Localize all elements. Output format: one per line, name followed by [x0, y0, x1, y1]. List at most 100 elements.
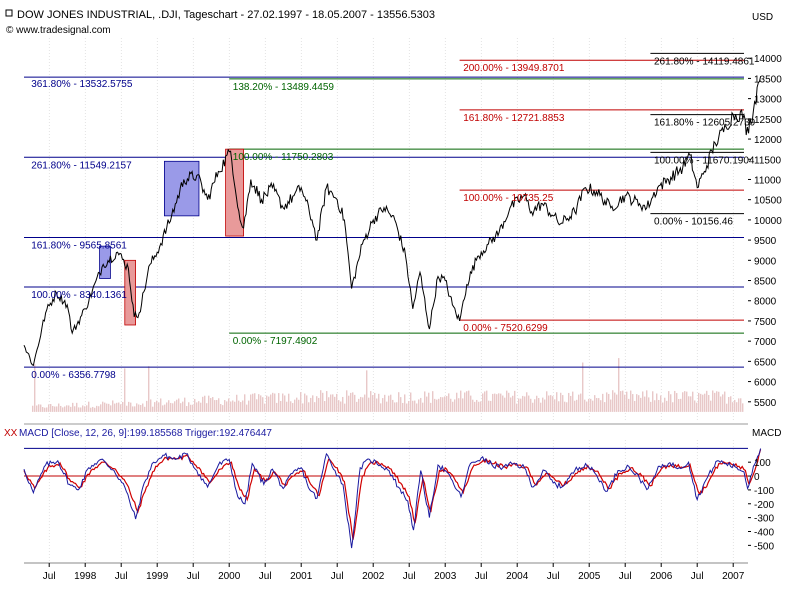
volume-bar: [402, 402, 404, 412]
volume-bar: [354, 394, 356, 412]
volume-bar: [462, 398, 464, 412]
volume-bar: [208, 395, 210, 412]
fib-label: 100.00% - 10735.25: [463, 193, 554, 204]
volume-bar: [380, 403, 382, 412]
volume-bar: [170, 402, 172, 412]
price-plot-area: [24, 38, 748, 422]
volume-bar: [254, 393, 256, 412]
volume-bar: [566, 402, 568, 412]
volume-bar: [394, 402, 396, 412]
x-tick-label: 1999: [146, 571, 169, 582]
volume-bar: [94, 407, 96, 412]
volume-bar: [444, 396, 446, 412]
volume-bar: [668, 391, 670, 412]
volume-bar: [530, 398, 532, 412]
volume-bar: [726, 403, 728, 412]
volume-bar: [408, 400, 410, 412]
volume-bar: [84, 406, 86, 412]
volume-bar: [546, 391, 548, 412]
volume-bar: [250, 394, 252, 412]
volume-bar: [642, 391, 644, 412]
volume-bar: [282, 393, 284, 412]
volume-bar: [290, 401, 292, 412]
macd-y-tick-label: 0: [754, 472, 760, 483]
macd-y-tick-label: -200: [754, 500, 774, 511]
volume-bar: [74, 406, 76, 412]
volume-bar: [224, 400, 226, 412]
volume-bar: [710, 400, 712, 412]
volume-bar: [348, 395, 350, 412]
volume-bar: [676, 393, 678, 412]
volume-bar: [682, 392, 684, 412]
macd-title: MACD [Close, 12, 26, 9]:199.185568 Trigg…: [19, 428, 272, 439]
y-tick-label: 9000: [754, 256, 777, 267]
volume-bar: [576, 399, 578, 412]
volume-bar: [36, 405, 38, 412]
volume-bar: [174, 401, 176, 412]
x-tick-label: Jul: [691, 571, 704, 582]
macd-line: [23, 448, 762, 549]
volume-bar: [368, 397, 370, 412]
volume-bar: [358, 398, 360, 412]
volume-bar: [534, 399, 536, 412]
volume-bar: [110, 405, 112, 412]
volume-bar: [430, 402, 432, 412]
volume-bar: [420, 397, 422, 412]
volume-bar: [204, 395, 206, 412]
volume-bar: [266, 395, 268, 412]
volume-bar: [734, 399, 736, 412]
volume-bar: [48, 404, 50, 412]
macd-y-tick-label: -500: [754, 541, 774, 552]
volume-bar: [722, 394, 724, 412]
volume-bar: [660, 395, 662, 412]
pattern-box: [124, 259, 137, 326]
volume-bar: [134, 406, 136, 412]
volume-bar: [582, 362, 584, 412]
volume-bar: [316, 396, 318, 412]
volume-bar: [336, 393, 338, 412]
volume-bar: [720, 396, 722, 412]
volume-bar: [422, 402, 424, 412]
volume-bar: [536, 395, 538, 412]
volume-bar: [232, 400, 234, 412]
volume-bar: [62, 407, 64, 412]
volume-bar: [452, 401, 454, 412]
volume-bar: [102, 401, 104, 412]
volume-bar: [214, 400, 216, 412]
volume-bar: [694, 400, 696, 412]
volume-bar: [696, 402, 698, 412]
macd-levels: [24, 447, 748, 477]
pattern-boxes: [99, 148, 245, 326]
volume-bar: [352, 392, 354, 412]
volume-bar: [418, 399, 420, 412]
volume-bar: [52, 405, 54, 412]
volume-bar: [434, 398, 436, 412]
volume-bar: [38, 404, 40, 412]
y-tick-label: 11500: [754, 155, 782, 166]
y-tick-label: 8500: [754, 277, 777, 288]
fib-label: 100.00% - 8340.1361: [31, 290, 127, 301]
volume-bar: [302, 403, 304, 412]
volume-bar: [114, 403, 116, 412]
x-tick-label: 2001: [290, 571, 313, 582]
volume-bar: [664, 397, 666, 412]
volume-bar: [596, 398, 598, 412]
volume-bar: [494, 393, 496, 412]
volume-bar: [268, 396, 270, 412]
volume-bar: [248, 400, 250, 412]
volume-bar: [108, 403, 110, 412]
fib-label: 161.80% - 12605.2739: [654, 118, 756, 129]
volume-bar: [478, 401, 480, 412]
volume-bar: [120, 404, 122, 412]
volume-bar: [604, 402, 606, 412]
volume-bar: [480, 401, 482, 412]
volume-bar: [202, 396, 204, 412]
x-tick-label: Jul: [259, 571, 272, 582]
volume-bar: [708, 395, 710, 412]
volume-bar: [718, 391, 720, 412]
y-tick-label: 13500: [754, 74, 782, 85]
volume-bar: [144, 406, 146, 412]
volume-bar: [360, 396, 362, 412]
volume-bar: [344, 403, 346, 412]
y-tick-label: 13000: [754, 95, 782, 106]
